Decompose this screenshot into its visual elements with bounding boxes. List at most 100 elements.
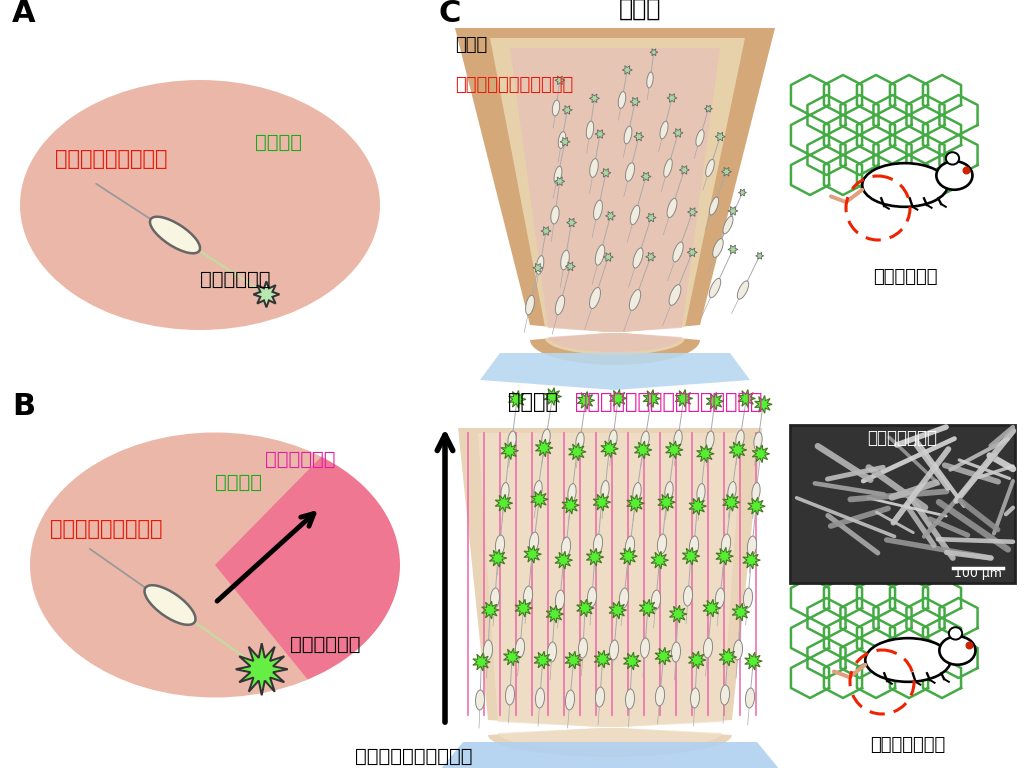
Ellipse shape: [723, 217, 733, 233]
Polygon shape: [560, 137, 570, 146]
Ellipse shape: [683, 586, 692, 606]
Ellipse shape: [862, 163, 948, 207]
Ellipse shape: [669, 285, 681, 306]
Ellipse shape: [590, 159, 598, 177]
Ellipse shape: [630, 290, 641, 310]
Text: 成長円錐: 成長円錐: [215, 473, 262, 492]
Polygon shape: [646, 253, 655, 261]
Polygon shape: [738, 189, 746, 196]
Polygon shape: [509, 390, 526, 408]
Ellipse shape: [640, 638, 649, 658]
Ellipse shape: [745, 688, 755, 708]
Polygon shape: [703, 599, 721, 617]
Text: A: A: [12, 0, 36, 28]
Ellipse shape: [20, 80, 380, 330]
Ellipse shape: [659, 121, 668, 139]
Ellipse shape: [626, 689, 635, 709]
Polygon shape: [577, 599, 594, 617]
Ellipse shape: [665, 482, 673, 501]
Ellipse shape: [558, 131, 565, 148]
Text: コンドロイチン硫酸: コンドロイチン硫酸: [55, 149, 168, 169]
Ellipse shape: [626, 163, 635, 181]
Polygon shape: [755, 396, 772, 413]
Polygon shape: [630, 98, 640, 106]
Ellipse shape: [579, 638, 588, 658]
Polygon shape: [667, 94, 677, 102]
Ellipse shape: [713, 239, 723, 257]
Ellipse shape: [506, 685, 514, 705]
Ellipse shape: [728, 482, 736, 501]
Ellipse shape: [551, 206, 559, 224]
Polygon shape: [707, 392, 724, 410]
Ellipse shape: [555, 295, 564, 315]
Ellipse shape: [542, 429, 550, 447]
Text: 100 μm: 100 μm: [954, 567, 1001, 580]
Polygon shape: [593, 493, 610, 511]
Polygon shape: [595, 130, 605, 138]
Ellipse shape: [588, 587, 597, 607]
Polygon shape: [496, 495, 513, 512]
Polygon shape: [722, 167, 731, 176]
Ellipse shape: [523, 586, 532, 606]
Polygon shape: [643, 389, 660, 407]
Ellipse shape: [647, 72, 653, 88]
Polygon shape: [555, 551, 572, 569]
Polygon shape: [601, 440, 618, 458]
Polygon shape: [510, 48, 720, 352]
Polygon shape: [594, 650, 611, 668]
Text: ヘパラン硫酸含有ゼラチン不織布: ヘパラン硫酸含有ゼラチン不織布: [575, 392, 763, 412]
Polygon shape: [624, 652, 641, 670]
Ellipse shape: [618, 91, 626, 108]
Polygon shape: [728, 207, 738, 215]
Polygon shape: [646, 214, 656, 222]
Text: 移動できる！: 移動できる！: [290, 635, 360, 654]
Ellipse shape: [673, 242, 683, 262]
Polygon shape: [748, 498, 765, 515]
Polygon shape: [687, 248, 697, 257]
Polygon shape: [756, 253, 764, 260]
Ellipse shape: [651, 590, 660, 610]
Polygon shape: [536, 439, 553, 457]
Polygon shape: [562, 496, 580, 514]
Ellipse shape: [696, 130, 705, 146]
Ellipse shape: [475, 690, 484, 710]
Polygon shape: [504, 648, 521, 666]
Ellipse shape: [595, 245, 605, 265]
Polygon shape: [565, 262, 575, 270]
Polygon shape: [601, 168, 611, 177]
Polygon shape: [620, 548, 637, 565]
Ellipse shape: [609, 640, 618, 660]
Polygon shape: [541, 227, 551, 235]
Polygon shape: [555, 76, 565, 84]
Ellipse shape: [483, 640, 493, 660]
Polygon shape: [742, 551, 760, 569]
Ellipse shape: [490, 588, 500, 608]
Polygon shape: [478, 433, 742, 750]
Polygon shape: [587, 548, 604, 566]
Ellipse shape: [30, 432, 400, 697]
Polygon shape: [578, 392, 595, 409]
Polygon shape: [673, 128, 683, 137]
Ellipse shape: [655, 686, 665, 706]
Ellipse shape: [748, 536, 757, 556]
Polygon shape: [641, 172, 651, 181]
Ellipse shape: [674, 430, 682, 448]
Ellipse shape: [706, 160, 715, 177]
Ellipse shape: [601, 481, 609, 499]
Ellipse shape: [716, 588, 725, 608]
Polygon shape: [568, 443, 586, 461]
Ellipse shape: [706, 431, 714, 449]
Polygon shape: [716, 548, 733, 565]
Text: 成長円錐: 成長円錐: [255, 133, 302, 152]
Ellipse shape: [710, 197, 719, 215]
Ellipse shape: [689, 536, 698, 556]
Polygon shape: [489, 549, 507, 567]
Ellipse shape: [587, 121, 594, 139]
Ellipse shape: [620, 588, 629, 608]
Ellipse shape: [596, 687, 604, 707]
Polygon shape: [215, 457, 400, 680]
Ellipse shape: [657, 534, 667, 554]
Ellipse shape: [743, 588, 753, 608]
Polygon shape: [236, 644, 288, 695]
Polygon shape: [723, 494, 740, 511]
